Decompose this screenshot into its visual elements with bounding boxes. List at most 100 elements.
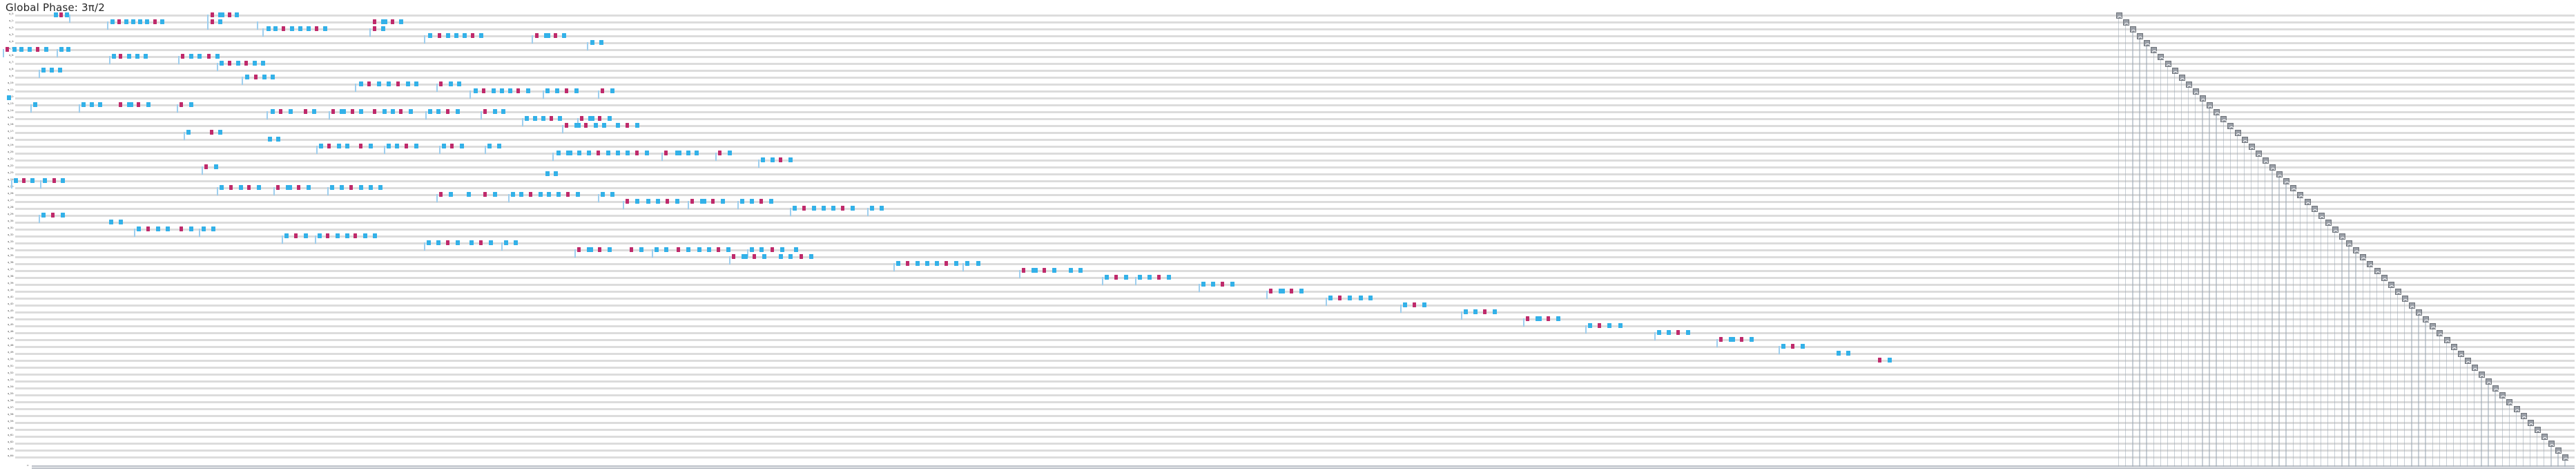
unitary-gate[interactable] bbox=[1299, 289, 1304, 293]
measure-icon[interactable] bbox=[2464, 358, 2471, 365]
rotation-gate[interactable] bbox=[580, 116, 583, 121]
measure-icon[interactable] bbox=[2290, 185, 2297, 192]
measure-icon[interactable] bbox=[2220, 116, 2227, 123]
unitary-gate[interactable] bbox=[1846, 351, 1850, 356]
unitary-gate[interactable] bbox=[428, 109, 432, 114]
unitary-gate[interactable] bbox=[935, 261, 939, 266]
unitary-gate[interactable] bbox=[566, 151, 572, 155]
measure-icon[interactable] bbox=[2401, 296, 2408, 302]
unitary-gate[interactable] bbox=[556, 151, 561, 155]
unitary-gate[interactable] bbox=[267, 26, 271, 31]
rotation-gate[interactable] bbox=[1269, 289, 1272, 293]
unitary-gate[interactable] bbox=[616, 123, 620, 128]
unitary-gate[interactable] bbox=[382, 109, 387, 114]
unitary-gate[interactable] bbox=[239, 185, 243, 190]
unitary-gate[interactable] bbox=[307, 185, 311, 190]
unitary-gate[interactable] bbox=[44, 47, 48, 52]
unitary-gate[interactable] bbox=[369, 144, 373, 148]
unitary-gate[interactable] bbox=[41, 213, 46, 218]
unitary-gate[interactable] bbox=[1403, 302, 1407, 307]
unitary-gate[interactable] bbox=[137, 226, 141, 231]
rotation-gate[interactable] bbox=[554, 33, 557, 38]
unitary-gate[interactable] bbox=[1359, 296, 1363, 300]
rotation-gate[interactable] bbox=[349, 185, 353, 190]
unitary-gate[interactable] bbox=[771, 157, 775, 162]
unitary-gate[interactable] bbox=[110, 19, 115, 24]
unitary-gate[interactable] bbox=[189, 102, 193, 107]
unitary-gate[interactable] bbox=[12, 47, 17, 52]
measure-icon[interactable] bbox=[2437, 330, 2443, 337]
rotation-gate[interactable] bbox=[841, 206, 844, 211]
rotation-gate[interactable] bbox=[137, 102, 140, 107]
unitary-gate[interactable] bbox=[156, 226, 160, 231]
unitary-gate[interactable] bbox=[387, 81, 391, 86]
unitary-gate[interactable] bbox=[479, 33, 483, 38]
unitary-gate[interactable] bbox=[1348, 296, 1352, 300]
rotation-gate[interactable] bbox=[566, 192, 570, 197]
rotation-gate[interactable] bbox=[52, 178, 56, 183]
rotation-gate[interactable] bbox=[753, 254, 756, 259]
unitary-gate[interactable] bbox=[779, 254, 783, 259]
unitary-gate[interactable] bbox=[1473, 309, 1478, 314]
unitary-gate[interactable] bbox=[469, 240, 474, 245]
rotation-gate[interactable] bbox=[1221, 282, 1224, 287]
unitary-gate[interactable] bbox=[740, 199, 744, 204]
rotation-gate[interactable] bbox=[666, 199, 669, 204]
measure-icon[interactable] bbox=[2185, 81, 2192, 88]
rotation-gate[interactable] bbox=[359, 144, 362, 148]
unitary-gate[interactable] bbox=[218, 130, 222, 135]
unitary-gate[interactable] bbox=[493, 192, 497, 197]
rotation-gate[interactable] bbox=[22, 178, 26, 183]
measure-icon[interactable] bbox=[2541, 434, 2548, 441]
unitary-gate[interactable] bbox=[646, 199, 650, 204]
rotation-gate[interactable] bbox=[405, 144, 408, 148]
rotation-gate[interactable] bbox=[718, 151, 722, 155]
rotation-gate[interactable] bbox=[327, 144, 331, 148]
unitary-gate[interactable] bbox=[588, 116, 594, 121]
unitary-gate[interactable] bbox=[1167, 275, 1171, 280]
unitary-gate[interactable] bbox=[1657, 330, 1661, 335]
measure-icon[interactable] bbox=[2499, 392, 2506, 399]
unitary-gate[interactable] bbox=[215, 54, 220, 59]
rotation-gate[interactable] bbox=[439, 192, 443, 197]
unitary-gate[interactable] bbox=[186, 130, 191, 135]
unitary-gate[interactable] bbox=[686, 151, 690, 155]
rotation-gate[interactable] bbox=[584, 123, 588, 128]
unitary-gate[interactable] bbox=[261, 61, 265, 66]
unitary-gate[interactable] bbox=[323, 26, 327, 31]
unitary-gate[interactable] bbox=[1105, 275, 1109, 280]
unitary-gate[interactable] bbox=[276, 137, 280, 142]
unitary-gate[interactable] bbox=[1052, 268, 1056, 273]
unitary-gate[interactable] bbox=[556, 192, 561, 197]
unitary-gate[interactable] bbox=[1837, 351, 1841, 356]
unitary-gate[interactable] bbox=[456, 240, 460, 245]
unitary-gate[interactable] bbox=[146, 102, 151, 107]
unitary-gate[interactable] bbox=[414, 144, 418, 148]
unitary-gate[interactable] bbox=[1801, 344, 1805, 349]
unitary-gate[interactable] bbox=[54, 12, 58, 17]
unitary-gate[interactable] bbox=[788, 157, 793, 162]
rotation-gate[interactable] bbox=[439, 81, 443, 86]
unitary-gate[interactable] bbox=[655, 247, 659, 252]
unitary-gate[interactable] bbox=[41, 68, 46, 73]
rotation-gate[interactable] bbox=[1526, 316, 1529, 321]
rotation-gate[interactable] bbox=[51, 213, 55, 218]
unitary-gate[interactable] bbox=[587, 151, 591, 155]
rotation-gate[interactable] bbox=[1483, 309, 1486, 314]
rotation-gate[interactable] bbox=[1022, 268, 1025, 273]
rotation-gate[interactable] bbox=[119, 102, 122, 107]
rotation-gate[interactable] bbox=[945, 261, 948, 266]
unitary-gate[interactable] bbox=[66, 47, 70, 52]
unitary-gate[interactable] bbox=[289, 109, 293, 114]
rotation-gate[interactable] bbox=[446, 109, 449, 114]
unitary-gate[interactable] bbox=[189, 226, 193, 231]
rotation-gate[interactable] bbox=[36, 47, 39, 52]
unitary-gate[interactable] bbox=[336, 233, 340, 238]
unitary-gate[interactable] bbox=[1211, 282, 1215, 287]
unitary-gate[interactable] bbox=[33, 102, 37, 107]
unitary-gate[interactable] bbox=[1667, 330, 1671, 335]
unitary-gate[interactable] bbox=[359, 185, 363, 190]
rotation-gate[interactable] bbox=[367, 81, 371, 86]
unitary-gate[interactable] bbox=[50, 68, 54, 73]
measure-icon[interactable] bbox=[2165, 61, 2171, 68]
